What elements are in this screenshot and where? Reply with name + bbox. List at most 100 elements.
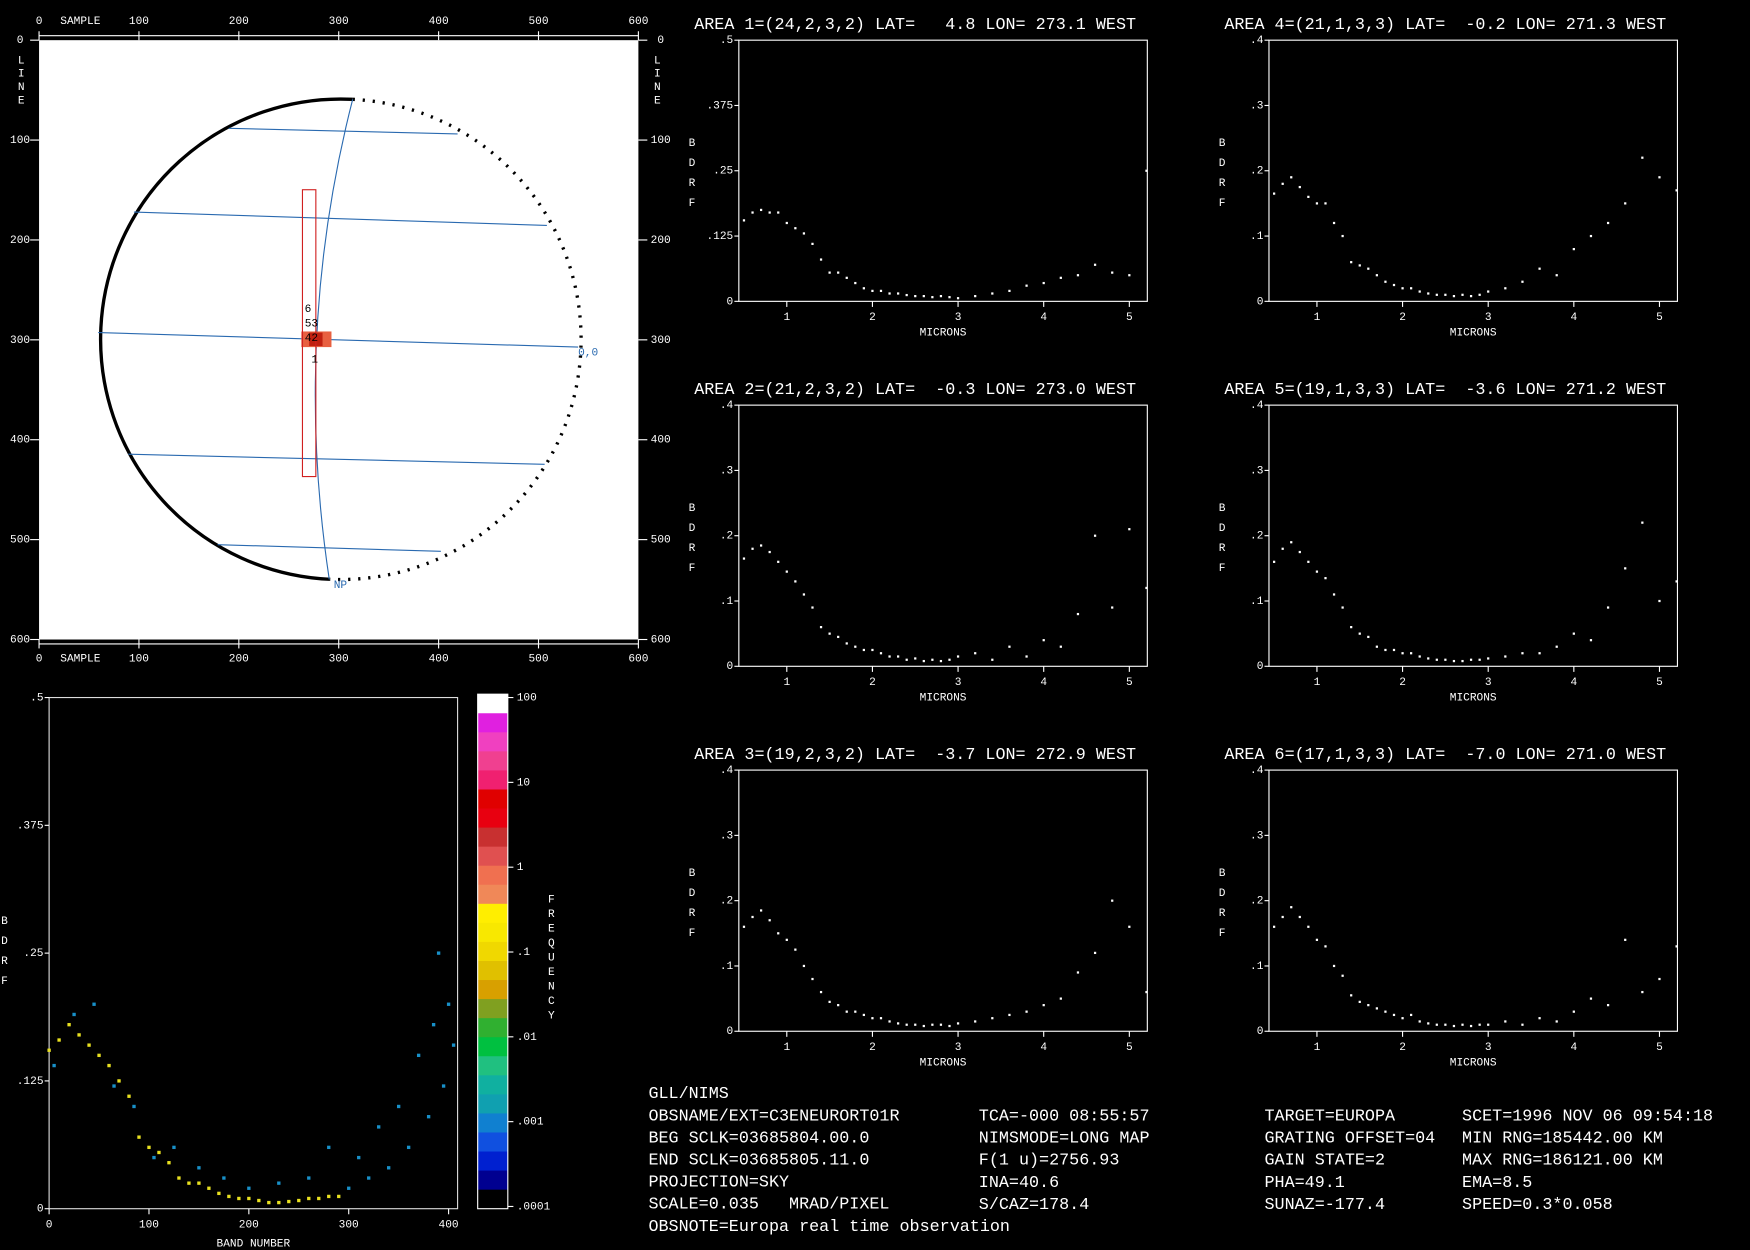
point (1128, 528, 1131, 531)
x-tick-label: 5 (1656, 1042, 1663, 1054)
point (1401, 287, 1404, 290)
info-line: OBSNAME/EXT=C3ENEURORT01R (648, 1107, 899, 1126)
x-tick-label: 5 (1126, 312, 1133, 324)
x-tick-label: 100 (139, 1219, 159, 1231)
point (1555, 274, 1558, 277)
point (785, 938, 788, 941)
x-tick-label: 2 (869, 312, 876, 324)
point (922, 1024, 925, 1028)
point (931, 296, 934, 299)
point (1341, 974, 1344, 977)
x-tick-label: 600 (628, 653, 648, 665)
point (1281, 182, 1284, 185)
x-tick-label: 500 (528, 653, 548, 665)
point (922, 295, 925, 298)
selection-box (301, 189, 317, 478)
point (991, 1017, 994, 1020)
point (922, 659, 925, 663)
point (759, 208, 763, 212)
point (794, 948, 797, 951)
y-tick-label: .25 (713, 166, 733, 178)
point (897, 292, 900, 295)
density-cell (177, 1176, 181, 1180)
density-cell (277, 1181, 281, 1185)
point (1478, 1023, 1481, 1026)
point (1298, 915, 1301, 919)
point (1042, 1004, 1045, 1007)
y-tick-label: .2 (720, 896, 733, 908)
y-tick-label: .4 (1250, 35, 1264, 47)
letter: F (1, 976, 8, 988)
point (751, 547, 754, 550)
density-cell (297, 1198, 301, 1203)
point (956, 655, 960, 658)
point (862, 1013, 865, 1017)
density-cell (327, 1145, 331, 1150)
point (862, 648, 865, 652)
point (1111, 606, 1114, 609)
density-cell (137, 1135, 141, 1139)
point (1401, 652, 1404, 655)
density-cell (107, 1063, 111, 1068)
point (948, 1024, 951, 1028)
y-tick-label: 0 (727, 661, 734, 673)
colorbar-swatch (477, 1113, 508, 1134)
density-cell (117, 1079, 121, 1083)
y-tick-label: .4 (1250, 400, 1264, 412)
point (1093, 534, 1097, 537)
x-axis-label: MICRONS (1450, 1057, 1497, 1069)
density-cell (207, 1186, 211, 1190)
point (974, 652, 977, 655)
x-axis-label: SAMPLE (60, 653, 100, 665)
colorbar-swatch (477, 960, 508, 981)
density-cell (92, 1002, 96, 1006)
point (871, 648, 874, 652)
density-cell (377, 1125, 381, 1129)
y-tick-label: .1 (720, 596, 734, 608)
point (1461, 1023, 1464, 1026)
point (1410, 652, 1413, 655)
y-tick-label: 0 (37, 1204, 44, 1216)
density-cell (287, 1199, 291, 1204)
point (1341, 234, 1344, 238)
point (845, 1010, 848, 1013)
point (1281, 547, 1284, 550)
point (1111, 271, 1114, 274)
y-tick-label: 0 (1257, 661, 1264, 673)
chart-title: AREA 6=(17,1,3,3) LAT= -7.0 LON= 271.0 W… (1224, 746, 1666, 765)
point (1435, 293, 1438, 296)
point (811, 606, 814, 609)
x-axis-label: MICRONS (920, 692, 967, 704)
point (1504, 287, 1507, 290)
density-cell (387, 1166, 391, 1170)
point (1324, 202, 1327, 205)
info-line: GAIN STATE=2 (1265, 1152, 1386, 1171)
density-cell (307, 1176, 311, 1180)
point (777, 560, 780, 563)
latitude-line (133, 211, 547, 227)
point (1059, 276, 1062, 279)
point (759, 544, 763, 547)
point (1461, 293, 1464, 296)
point (948, 658, 951, 661)
density-cell (197, 1166, 201, 1170)
point (1145, 586, 1148, 590)
point (991, 292, 994, 295)
letter: R (1219, 178, 1226, 190)
x-axis-label: MICRONS (1450, 328, 1497, 340)
point (1341, 606, 1344, 609)
point (1538, 1017, 1541, 1020)
info-line: INA=40.6 (979, 1174, 1059, 1193)
point (1076, 274, 1080, 277)
info-line: SCET=1996 NOV 06 09:54:18 (1462, 1107, 1713, 1126)
point (1290, 176, 1293, 179)
point (1401, 1017, 1404, 1020)
density-cell (52, 1063, 56, 1068)
point (914, 1023, 917, 1026)
point (879, 652, 883, 655)
info-line: GLL/NIMS (648, 1085, 728, 1104)
point (1042, 281, 1045, 285)
x-axis-label: BAND NUMBER (217, 1238, 291, 1250)
point (897, 1022, 900, 1025)
